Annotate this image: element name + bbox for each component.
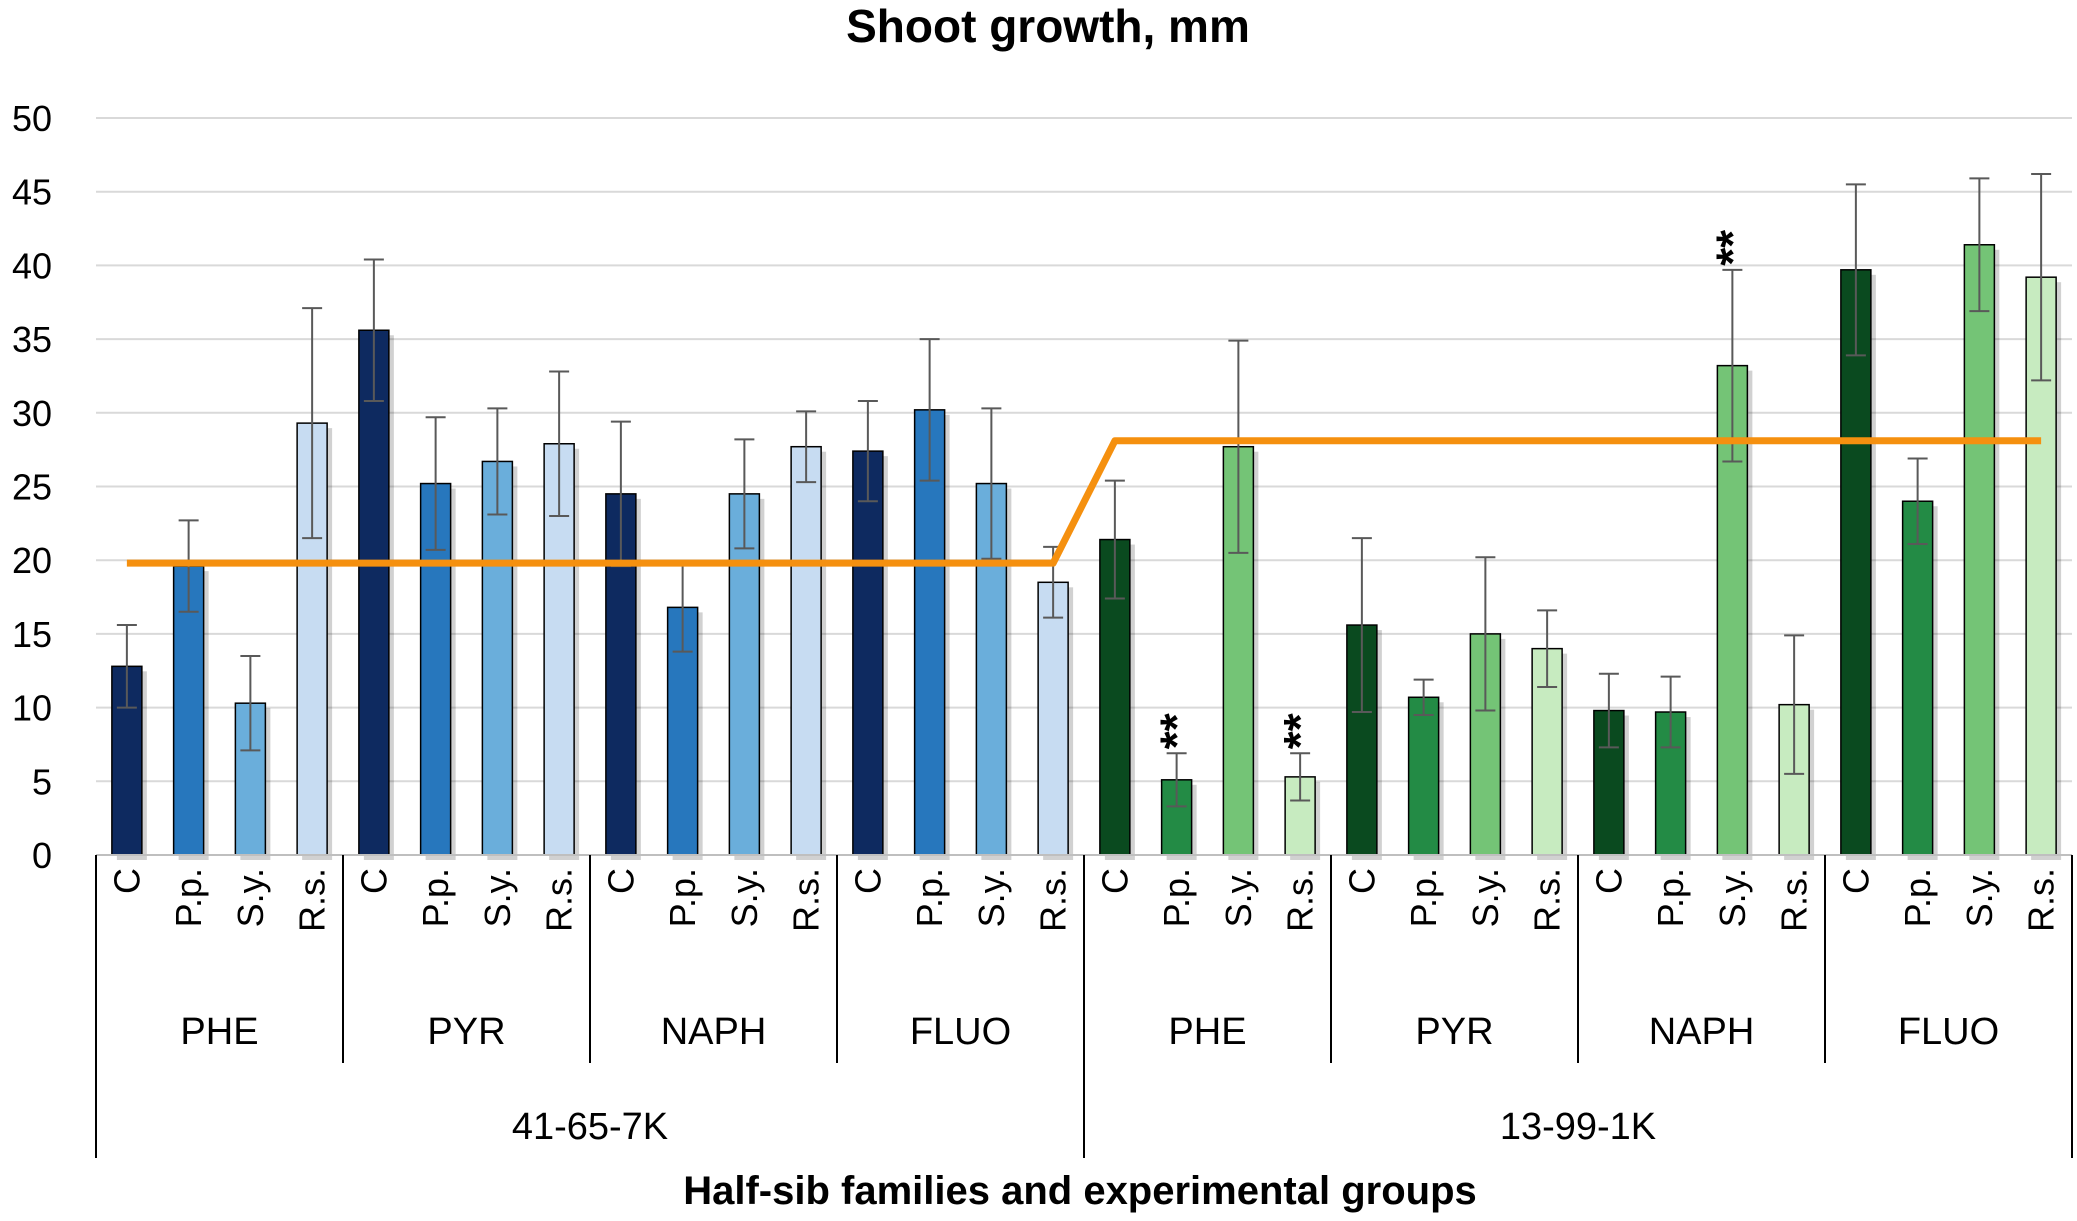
category-label: R.s.	[539, 868, 580, 932]
group-label: FLUO	[910, 1011, 1011, 1053]
category-label: S.y.	[1712, 868, 1753, 927]
group-label: FLUO	[1898, 1011, 1999, 1053]
significance-marker: **	[1274, 713, 1326, 749]
category-label: P.p.	[662, 868, 703, 927]
y-tick-label: 15	[12, 614, 52, 655]
category-label: R.s.	[2021, 868, 2062, 932]
y-tick-label: 25	[12, 467, 52, 508]
group-label: PYR	[427, 1011, 505, 1053]
category-label: R.s.	[292, 868, 333, 932]
x-axis: C P.p. S.y. R.s. PHE C P.p. S.y. R.s. PYR C P.p. S.y…	[95, 854, 2073, 1158]
significance-marker: **	[1151, 713, 1203, 749]
category-label: C	[1588, 868, 1629, 894]
category-label: R.s.	[1527, 868, 1568, 932]
category-label: P.p.	[909, 868, 950, 927]
category-label: S.y.	[724, 868, 765, 927]
bar	[1037, 581, 1069, 856]
category-label: C	[1835, 868, 1876, 894]
bar	[1963, 244, 1996, 856]
mean-line	[126, 437, 2042, 567]
bar	[852, 450, 884, 856]
category-label: C	[353, 868, 394, 894]
category-label: S.y.	[1959, 868, 2000, 927]
family-label: 41-65-7K	[512, 1106, 668, 1148]
category-label: C	[106, 868, 147, 894]
category-label: P.p.	[168, 868, 209, 927]
x-axis-title: Half-sib families and experimental group…	[683, 1169, 1477, 1213]
bar	[728, 493, 761, 856]
significance-markers: ** ** **	[1151, 230, 1759, 749]
category-label: C	[847, 868, 888, 894]
category-label: S.y.	[971, 868, 1012, 927]
bar	[1901, 500, 1934, 856]
category-label: S.y.	[1218, 868, 1259, 927]
group-label: PYR	[1415, 1011, 1493, 1053]
category-label: C	[600, 868, 641, 894]
bar	[1840, 269, 1872, 856]
group-label: PHE	[1168, 1011, 1246, 1053]
error-bars	[116, 173, 2052, 808]
y-tick-label: 10	[12, 688, 52, 729]
y-axis: 0 5 10 15 20 25 30 35 40 45 50	[12, 98, 52, 876]
bar	[1407, 696, 1440, 856]
bars	[111, 244, 2062, 861]
category-label: P.p.	[1650, 868, 1691, 927]
family-label: 13-99-1K	[1500, 1106, 1656, 1148]
group-label: NAPH	[1649, 1011, 1755, 1053]
category-label: P.p.	[415, 868, 456, 927]
bar	[111, 665, 143, 856]
chart-title: Shoot growth, mm	[846, 0, 1250, 52]
bar	[790, 445, 822, 856]
category-label: P.p.	[1897, 868, 1938, 927]
category-label: R.s.	[786, 868, 827, 932]
group-label: PHE	[180, 1011, 258, 1053]
category-label: P.p.	[1156, 868, 1197, 927]
category-label: S.y.	[1465, 868, 1506, 927]
y-tick-label: 20	[12, 540, 52, 581]
significance-marker: **	[1706, 230, 1758, 266]
category-label: R.s.	[1280, 868, 1321, 932]
category-label: S.y.	[477, 868, 518, 927]
y-tick-label: 45	[12, 172, 52, 213]
category-label: C	[1094, 868, 1135, 894]
y-tick-label: 50	[12, 98, 52, 139]
bar	[358, 329, 390, 856]
category-label: R.s.	[1033, 868, 1074, 932]
group-label: NAPH	[661, 1011, 767, 1053]
family-mean-line	[126, 437, 2042, 567]
y-tick-label: 5	[32, 761, 52, 802]
category-label: P.p.	[1403, 868, 1444, 927]
y-tick-label: 35	[12, 319, 52, 360]
y-tick-label: 40	[12, 245, 52, 286]
category-label: S.y.	[230, 868, 271, 927]
category-label: C	[1341, 868, 1382, 894]
y-tick-label: 30	[12, 393, 52, 434]
y-tick-label: 0	[32, 835, 52, 876]
category-label: R.s.	[1774, 868, 1815, 932]
bar	[481, 460, 514, 856]
